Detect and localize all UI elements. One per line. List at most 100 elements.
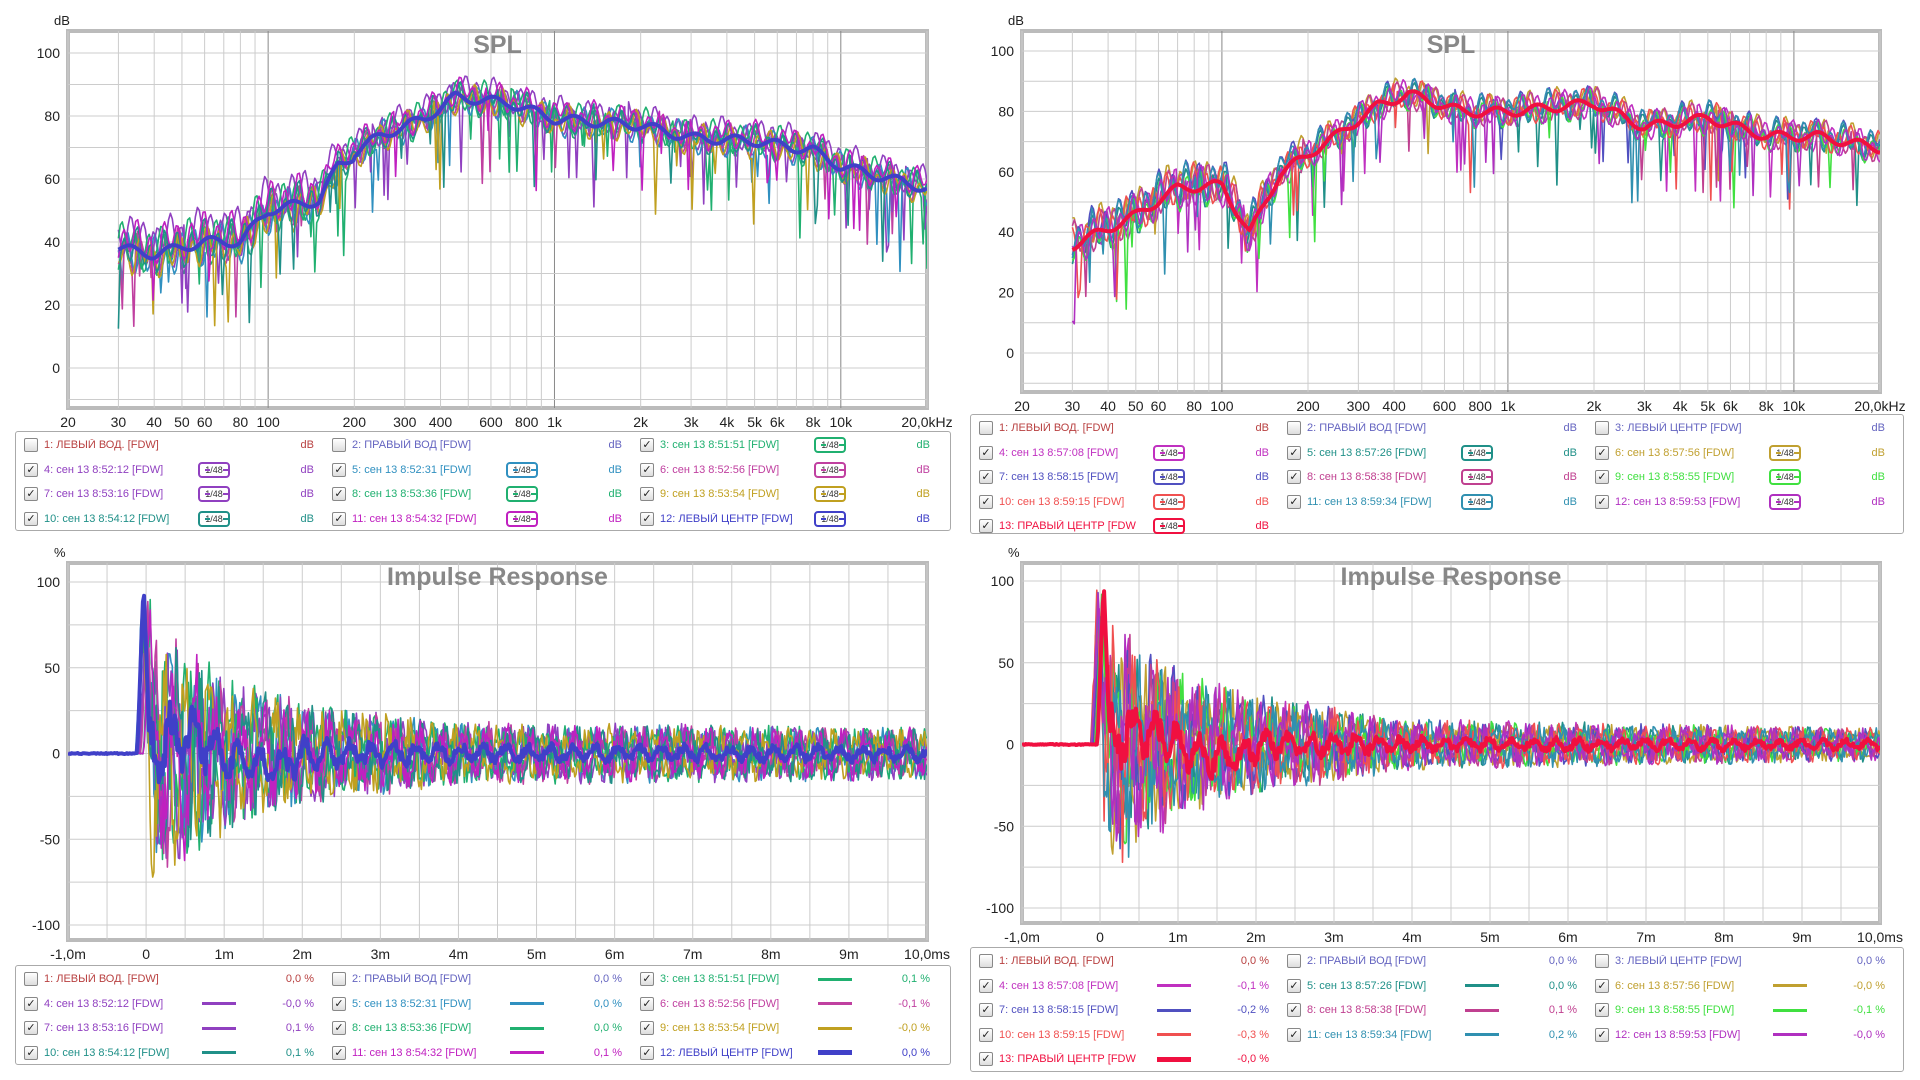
series-checkbox[interactable]: ✓	[1287, 1003, 1301, 1017]
legend-item[interactable]: ✓ 3: сен 13 8:51:51 [FDW] 0,1 %	[640, 970, 930, 988]
series-checkbox[interactable]: ✓	[640, 972, 654, 986]
series-checkbox[interactable]: ✓	[1287, 1027, 1301, 1042]
legend-item[interactable]: ✓ 8: сен 13 8:53:36 [FDW] 0,0 %	[332, 1019, 622, 1037]
legend-item[interactable]: ✓ 5: сен 13 8:57:26 [FDW] 0,0 %	[1287, 977, 1577, 995]
series-checkbox[interactable]: ✓	[979, 1003, 993, 1017]
series-checkbox[interactable]: ✓	[979, 1027, 993, 1042]
series-checkbox[interactable]: ✓	[640, 511, 654, 526]
legend-item[interactable]: ✓ 4: сен 13 8:52:12 [FDW] -0,0 %	[24, 995, 314, 1013]
smoothing-badge[interactable]: 1/48	[1461, 444, 1493, 461]
series-checkbox[interactable]: ✓	[640, 438, 654, 452]
smoothing-badge[interactable]: 1/48	[1769, 469, 1801, 485]
series-checkbox[interactable]: ✓	[1595, 1027, 1609, 1042]
series-checkbox[interactable]: ✓	[979, 445, 993, 460]
legend-item[interactable]: ✓ 13: ПРАВЫЙ ЦЕНТР [FDW 1/48 dB	[979, 517, 1269, 535]
series-checkbox[interactable]: ✓	[24, 996, 38, 1011]
smoothing-badge[interactable]: 1/48	[198, 486, 230, 502]
series-checkbox[interactable]: ✓	[332, 487, 346, 501]
legend-item[interactable]: ✓ 11: сен 13 8:54:32 [FDW] 0,1 %	[332, 1044, 622, 1062]
legend-item[interactable]: 1: ЛЕВЫЙ ВОД. [FDW] 0,0 %	[979, 952, 1269, 970]
legend-item[interactable]: ✓ 8: сен 13 8:58:38 [FDW] 1/48 dB	[1287, 468, 1577, 486]
series-checkbox[interactable]: ✓	[640, 996, 654, 1011]
legend-item[interactable]: 2: ПРАВЫЙ ВОД [FDW] dB	[332, 436, 622, 454]
smoothing-badge[interactable]: 1/48	[1153, 444, 1185, 461]
series-checkbox[interactable]: ✓	[24, 1045, 38, 1060]
smoothing-badge[interactable]: 1/48	[1461, 469, 1493, 485]
series-checkbox[interactable]	[979, 421, 993, 435]
series-checkbox[interactable]: ✓	[1287, 445, 1301, 460]
legend-item[interactable]: 1: ЛЕВЫЙ ВОД. [FDW] dB	[24, 436, 314, 454]
series-checkbox[interactable]: ✓	[640, 462, 654, 477]
legend-item[interactable]: ✓ 5: сен 13 8:52:31 [FDW] 0,0 %	[332, 995, 622, 1013]
series-checkbox[interactable]: ✓	[1595, 445, 1609, 460]
plot-area[interactable]	[1020, 29, 1882, 394]
legend-item[interactable]: ✓ 11: сен 13 8:54:32 [FDW] 1/48 dB	[332, 510, 622, 528]
legend-item[interactable]: 2: ПРАВЫЙ ВОД [FDW] 0,0 %	[1287, 952, 1577, 970]
legend-item[interactable]: 2: ПРАВЫЙ ВОД [FDW] dB	[1287, 419, 1577, 437]
smoothing-badge[interactable]: 1/48	[198, 461, 230, 478]
series-checkbox[interactable]: ✓	[24, 1021, 38, 1035]
series-checkbox[interactable]: ✓	[1287, 470, 1301, 484]
smoothing-badge[interactable]: 1/48	[1461, 493, 1493, 510]
series-checkbox[interactable]	[24, 438, 38, 452]
smoothing-badge[interactable]: 1/48	[1153, 469, 1185, 485]
legend-item[interactable]: ✓ 4: сен 13 8:57:08 [FDW] -0,1 %	[979, 977, 1269, 995]
smoothing-badge[interactable]: 1/48	[506, 461, 538, 478]
legend-item[interactable]: 1: ЛЕВЫЙ ВОД. [FDW] 0,0 %	[24, 970, 314, 988]
legend-item[interactable]: 3: ЛЕВЫЙ ЦЕНТР [FDW] dB	[1595, 419, 1885, 437]
series-checkbox[interactable]: ✓	[979, 519, 993, 533]
smoothing-badge[interactable]: 1/48	[1769, 493, 1801, 510]
smoothing-badge[interactable]: 1/48	[814, 437, 846, 453]
series-checkbox[interactable]: ✓	[1595, 1003, 1609, 1017]
series-checkbox[interactable]: ✓	[640, 1021, 654, 1035]
series-checkbox[interactable]: ✓	[332, 1021, 346, 1035]
legend-item[interactable]: ✓ 9: сен 13 8:58:55 [FDW] 1/48 dB	[1595, 468, 1885, 486]
series-checkbox[interactable]	[1287, 954, 1301, 968]
legend-item[interactable]: ✓ 10: сен 13 8:59:15 [FDW] -0,3 %	[979, 1026, 1269, 1044]
series-checkbox[interactable]: ✓	[24, 462, 38, 477]
smoothing-badge[interactable]: 1/48	[814, 461, 846, 478]
smoothing-badge[interactable]: 1/48	[506, 486, 538, 502]
series-checkbox[interactable]: ✓	[640, 487, 654, 501]
series-checkbox[interactable]: ✓	[332, 1045, 346, 1060]
smoothing-badge[interactable]: 1/48	[1153, 518, 1185, 534]
legend-item[interactable]: 1: ЛЕВЫЙ ВОД. [FDW] dB	[979, 419, 1269, 437]
legend-item[interactable]: ✓ 4: сен 13 8:57:08 [FDW] 1/48 dB	[979, 444, 1269, 462]
legend-item[interactable]: ✓ 12: сен 13 8:59:53 [FDW] 1/48 dB	[1595, 493, 1885, 511]
legend-item[interactable]: ✓ 12: ЛЕВЫЙ ЦЕНТР [FDW] 1/48 dB	[640, 510, 930, 528]
series-checkbox[interactable]: ✓	[332, 511, 346, 526]
legend-item[interactable]: ✓ 8: сен 13 8:58:38 [FDW] 0,1 %	[1287, 1001, 1577, 1019]
legend-item[interactable]: ✓ 5: сен 13 8:57:26 [FDW] 1/48 dB	[1287, 444, 1577, 462]
series-checkbox[interactable]: ✓	[979, 494, 993, 509]
legend-item[interactable]: ✓ 10: сен 13 8:54:12 [FDW] 1/48 dB	[24, 510, 314, 528]
smoothing-badge[interactable]: 1/48	[814, 486, 846, 502]
legend-item[interactable]: ✓ 3: сен 13 8:51:51 [FDW] 1/48 dB	[640, 436, 930, 454]
legend-item[interactable]: ✓ 6: сен 13 8:57:56 [FDW] 1/48 dB	[1595, 444, 1885, 462]
legend-item[interactable]: ✓ 9: сен 13 8:58:55 [FDW] -0,1 %	[1595, 1001, 1885, 1019]
series-checkbox[interactable]	[1595, 421, 1609, 435]
legend-item[interactable]: ✓ 6: сен 13 8:57:56 [FDW] -0,0 %	[1595, 977, 1885, 995]
legend-item[interactable]: ✓ 11: сен 13 8:59:34 [FDW] 1/48 dB	[1287, 493, 1577, 511]
legend-item[interactable]: ✓ 10: сен 13 8:54:12 [FDW] 0,1 %	[24, 1044, 314, 1062]
legend-item[interactable]: ✓ 7: сен 13 8:58:15 [FDW] 1/48 dB	[979, 468, 1269, 486]
series-checkbox[interactable]	[24, 972, 38, 986]
series-checkbox[interactable]	[332, 438, 346, 452]
series-checkbox[interactable]: ✓	[1595, 494, 1609, 509]
legend-item[interactable]: ✓ 9: сен 13 8:53:54 [FDW] -0,0 %	[640, 1019, 930, 1037]
legend-item[interactable]: ✓ 9: сен 13 8:53:54 [FDW] 1/48 dB	[640, 485, 930, 503]
series-checkbox[interactable]: ✓	[1287, 978, 1301, 993]
series-checkbox[interactable]: ✓	[979, 470, 993, 484]
legend-item[interactable]: ✓ 7: сен 13 8:58:15 [FDW] -0,2 %	[979, 1001, 1269, 1019]
legend-item[interactable]: ✓ 4: сен 13 8:52:12 [FDW] 1/48 dB	[24, 461, 314, 479]
legend-item[interactable]: ✓ 12: сен 13 8:59:53 [FDW] -0,0 %	[1595, 1026, 1885, 1044]
legend-item[interactable]: 2: ПРАВЫЙ ВОД [FDW] 0,0 %	[332, 970, 622, 988]
series-checkbox[interactable]	[979, 954, 993, 968]
legend-item[interactable]: ✓ 12: ЛЕВЫЙ ЦЕНТР [FDW] 0,0 %	[640, 1044, 930, 1062]
series-checkbox[interactable]: ✓	[24, 511, 38, 526]
legend-item[interactable]: ✓ 7: сен 13 8:53:16 [FDW] 0,1 %	[24, 1019, 314, 1037]
smoothing-badge[interactable]: 1/48	[1769, 444, 1801, 461]
series-checkbox[interactable]: ✓	[332, 996, 346, 1011]
series-checkbox[interactable]: ✓	[1287, 494, 1301, 509]
series-checkbox[interactable]: ✓	[1595, 978, 1609, 993]
series-checkbox[interactable]	[332, 972, 346, 986]
